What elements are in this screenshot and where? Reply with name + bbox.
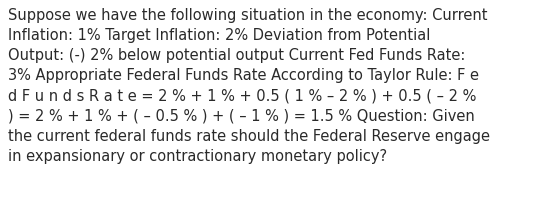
Text: Suppose we have the following situation in the economy: Current
Inflation: 1% Ta: Suppose we have the following situation …: [8, 8, 490, 164]
